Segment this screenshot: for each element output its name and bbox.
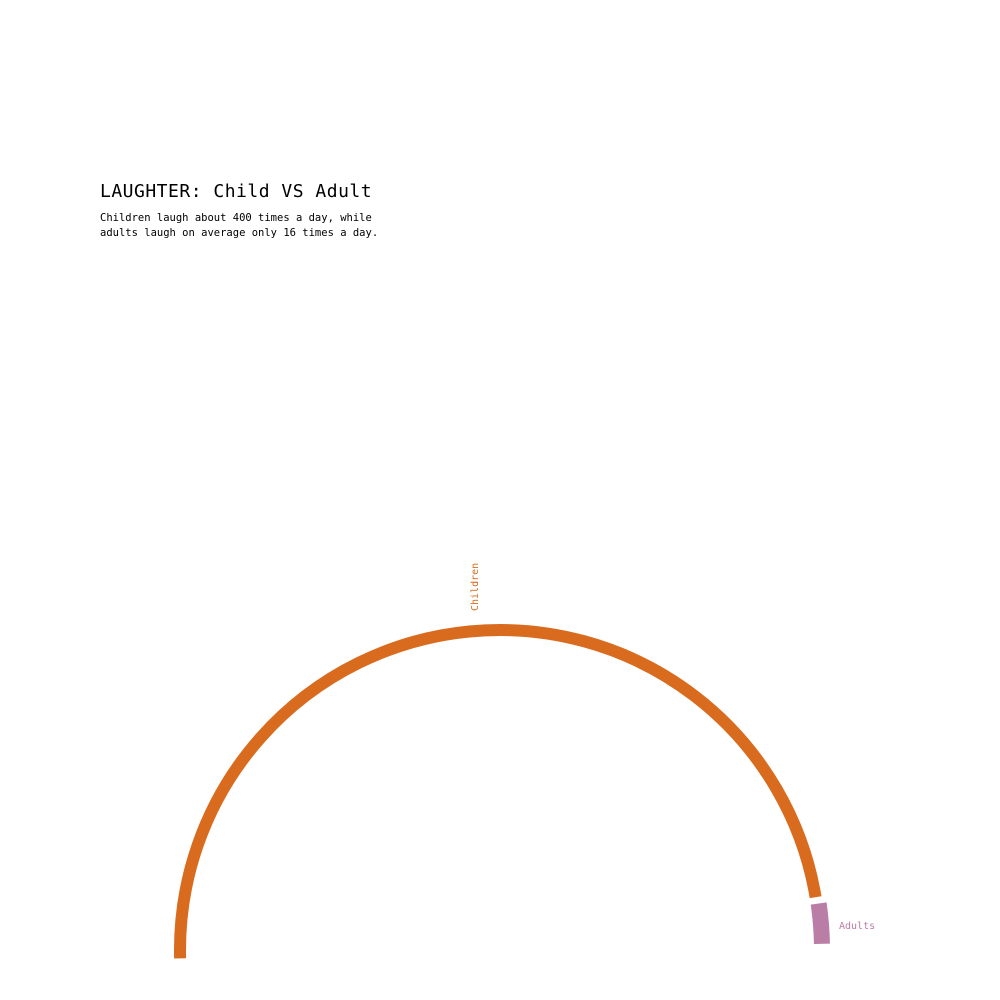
arc-adults: [810, 902, 830, 945]
label-adults: Adults: [839, 921, 875, 932]
chart-subtitle: Children laugh about 400 times a day, wh…: [100, 212, 379, 239]
chart-title: LAUGHTER: Child VS Adult: [100, 181, 373, 202]
arc-children: [174, 624, 822, 959]
chart-header: LAUGHTER: Child VS Adult Children laugh …: [100, 181, 420, 241]
label-children: Children: [470, 563, 481, 611]
